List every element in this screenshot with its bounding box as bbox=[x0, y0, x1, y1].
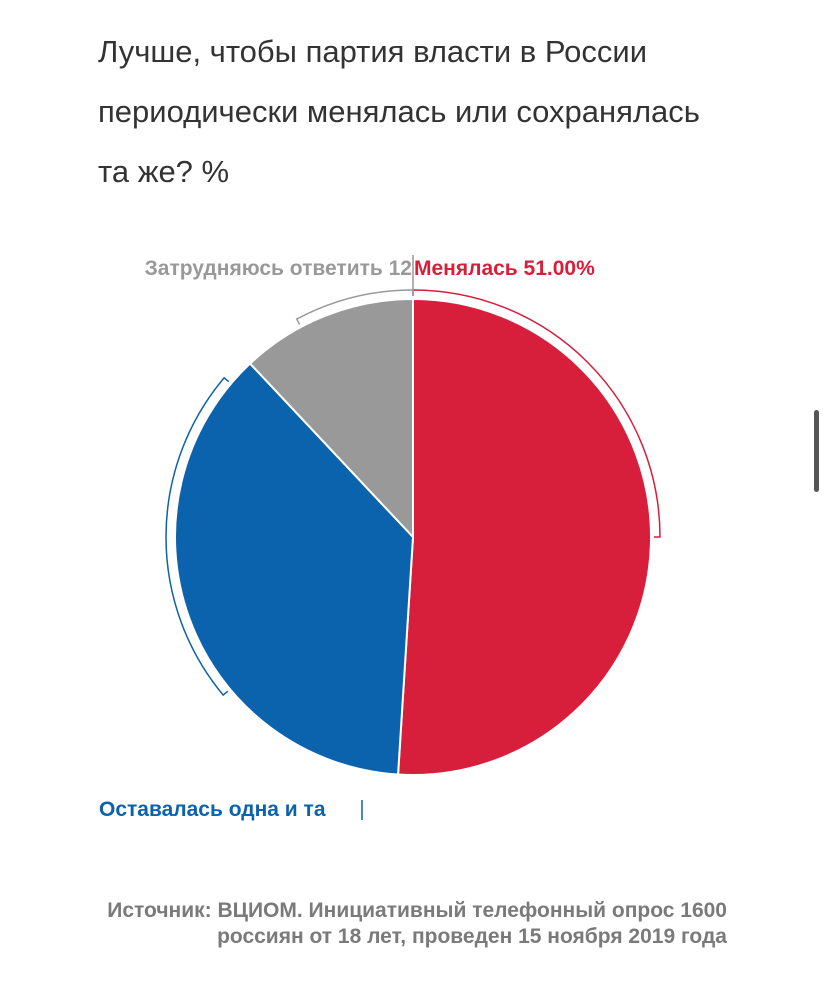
slice-menyalas-bracket bbox=[412, 289, 661, 538]
source-note: Источник: ВЦИОМ. Инициативный телефонный… bbox=[107, 899, 727, 948]
chart-title: Лучше, чтобы партия власти в России пери… bbox=[98, 34, 700, 189]
slice-label-zatrudnyayus: Затрудняюсь ответить 12 bbox=[145, 257, 412, 280]
slice-ostavalas-bracket bbox=[165, 376, 230, 697]
slice-label-ostavalas: Оставалась одна и та bbox=[99, 798, 326, 821]
slice-label-menyalas: Менялась 51.00% bbox=[414, 257, 595, 280]
slice-zatrudnyayus-bracket bbox=[295, 289, 414, 325]
slice-zatrudnyayus bbox=[248, 297, 414, 540]
slice-ostavalas bbox=[174, 362, 415, 776]
scrollbar-thumb[interactable] bbox=[814, 410, 819, 492]
slice-menyalas bbox=[396, 297, 652, 776]
